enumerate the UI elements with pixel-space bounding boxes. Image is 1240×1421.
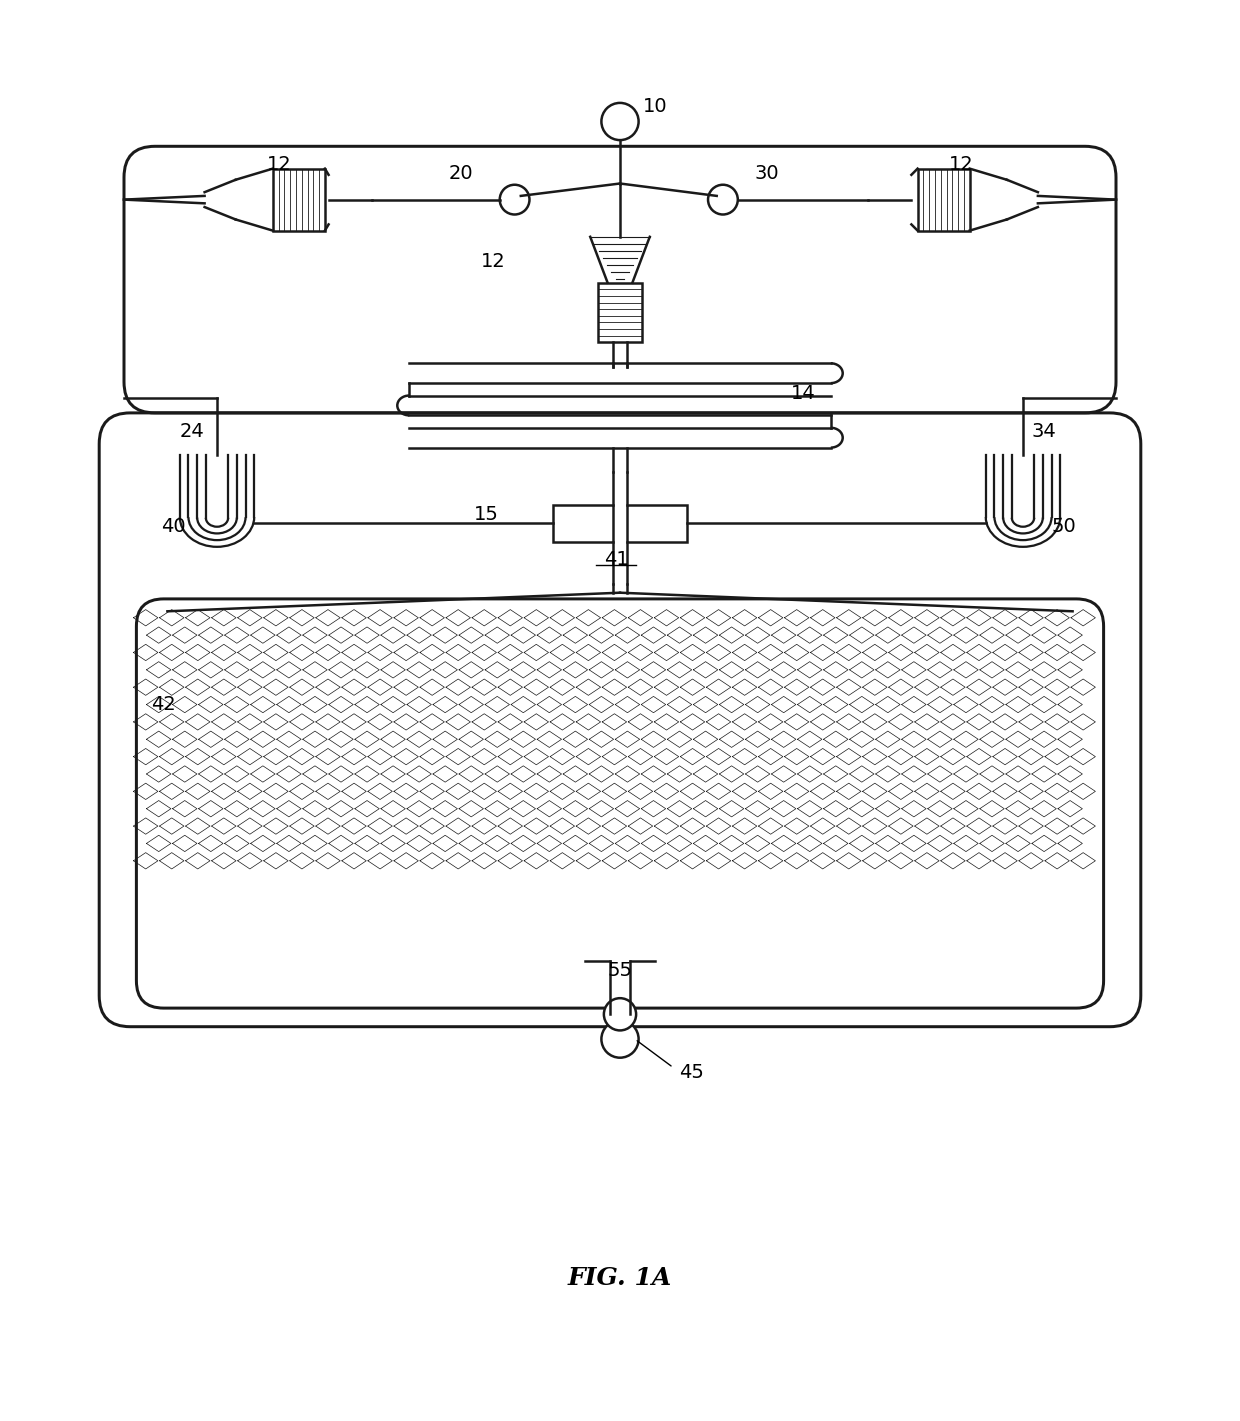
Text: 34: 34 <box>1032 422 1056 441</box>
Text: 12: 12 <box>481 252 506 271</box>
Circle shape <box>601 1020 639 1057</box>
Bar <box>598 283 642 342</box>
Text: 30: 30 <box>754 163 779 183</box>
Circle shape <box>500 185 529 215</box>
Bar <box>273 169 325 230</box>
Text: 14: 14 <box>791 384 816 402</box>
Text: 55: 55 <box>608 962 632 980</box>
Text: 12: 12 <box>267 155 291 175</box>
Bar <box>918 169 970 230</box>
Circle shape <box>601 102 639 141</box>
Text: 12: 12 <box>949 155 973 175</box>
Bar <box>627 504 687 541</box>
Text: 20: 20 <box>449 163 474 183</box>
Text: 15: 15 <box>474 504 498 524</box>
Text: 45: 45 <box>680 1063 704 1081</box>
Text: 10: 10 <box>642 97 667 117</box>
Text: 41: 41 <box>604 550 629 568</box>
Circle shape <box>604 998 636 1030</box>
Text: 40: 40 <box>161 517 186 537</box>
Text: FIG. 1A: FIG. 1A <box>568 1266 672 1290</box>
Circle shape <box>708 185 738 215</box>
Text: 42: 42 <box>151 695 176 713</box>
Text: 50: 50 <box>1052 517 1076 537</box>
Text: 24: 24 <box>180 422 205 441</box>
Bar <box>553 504 613 541</box>
